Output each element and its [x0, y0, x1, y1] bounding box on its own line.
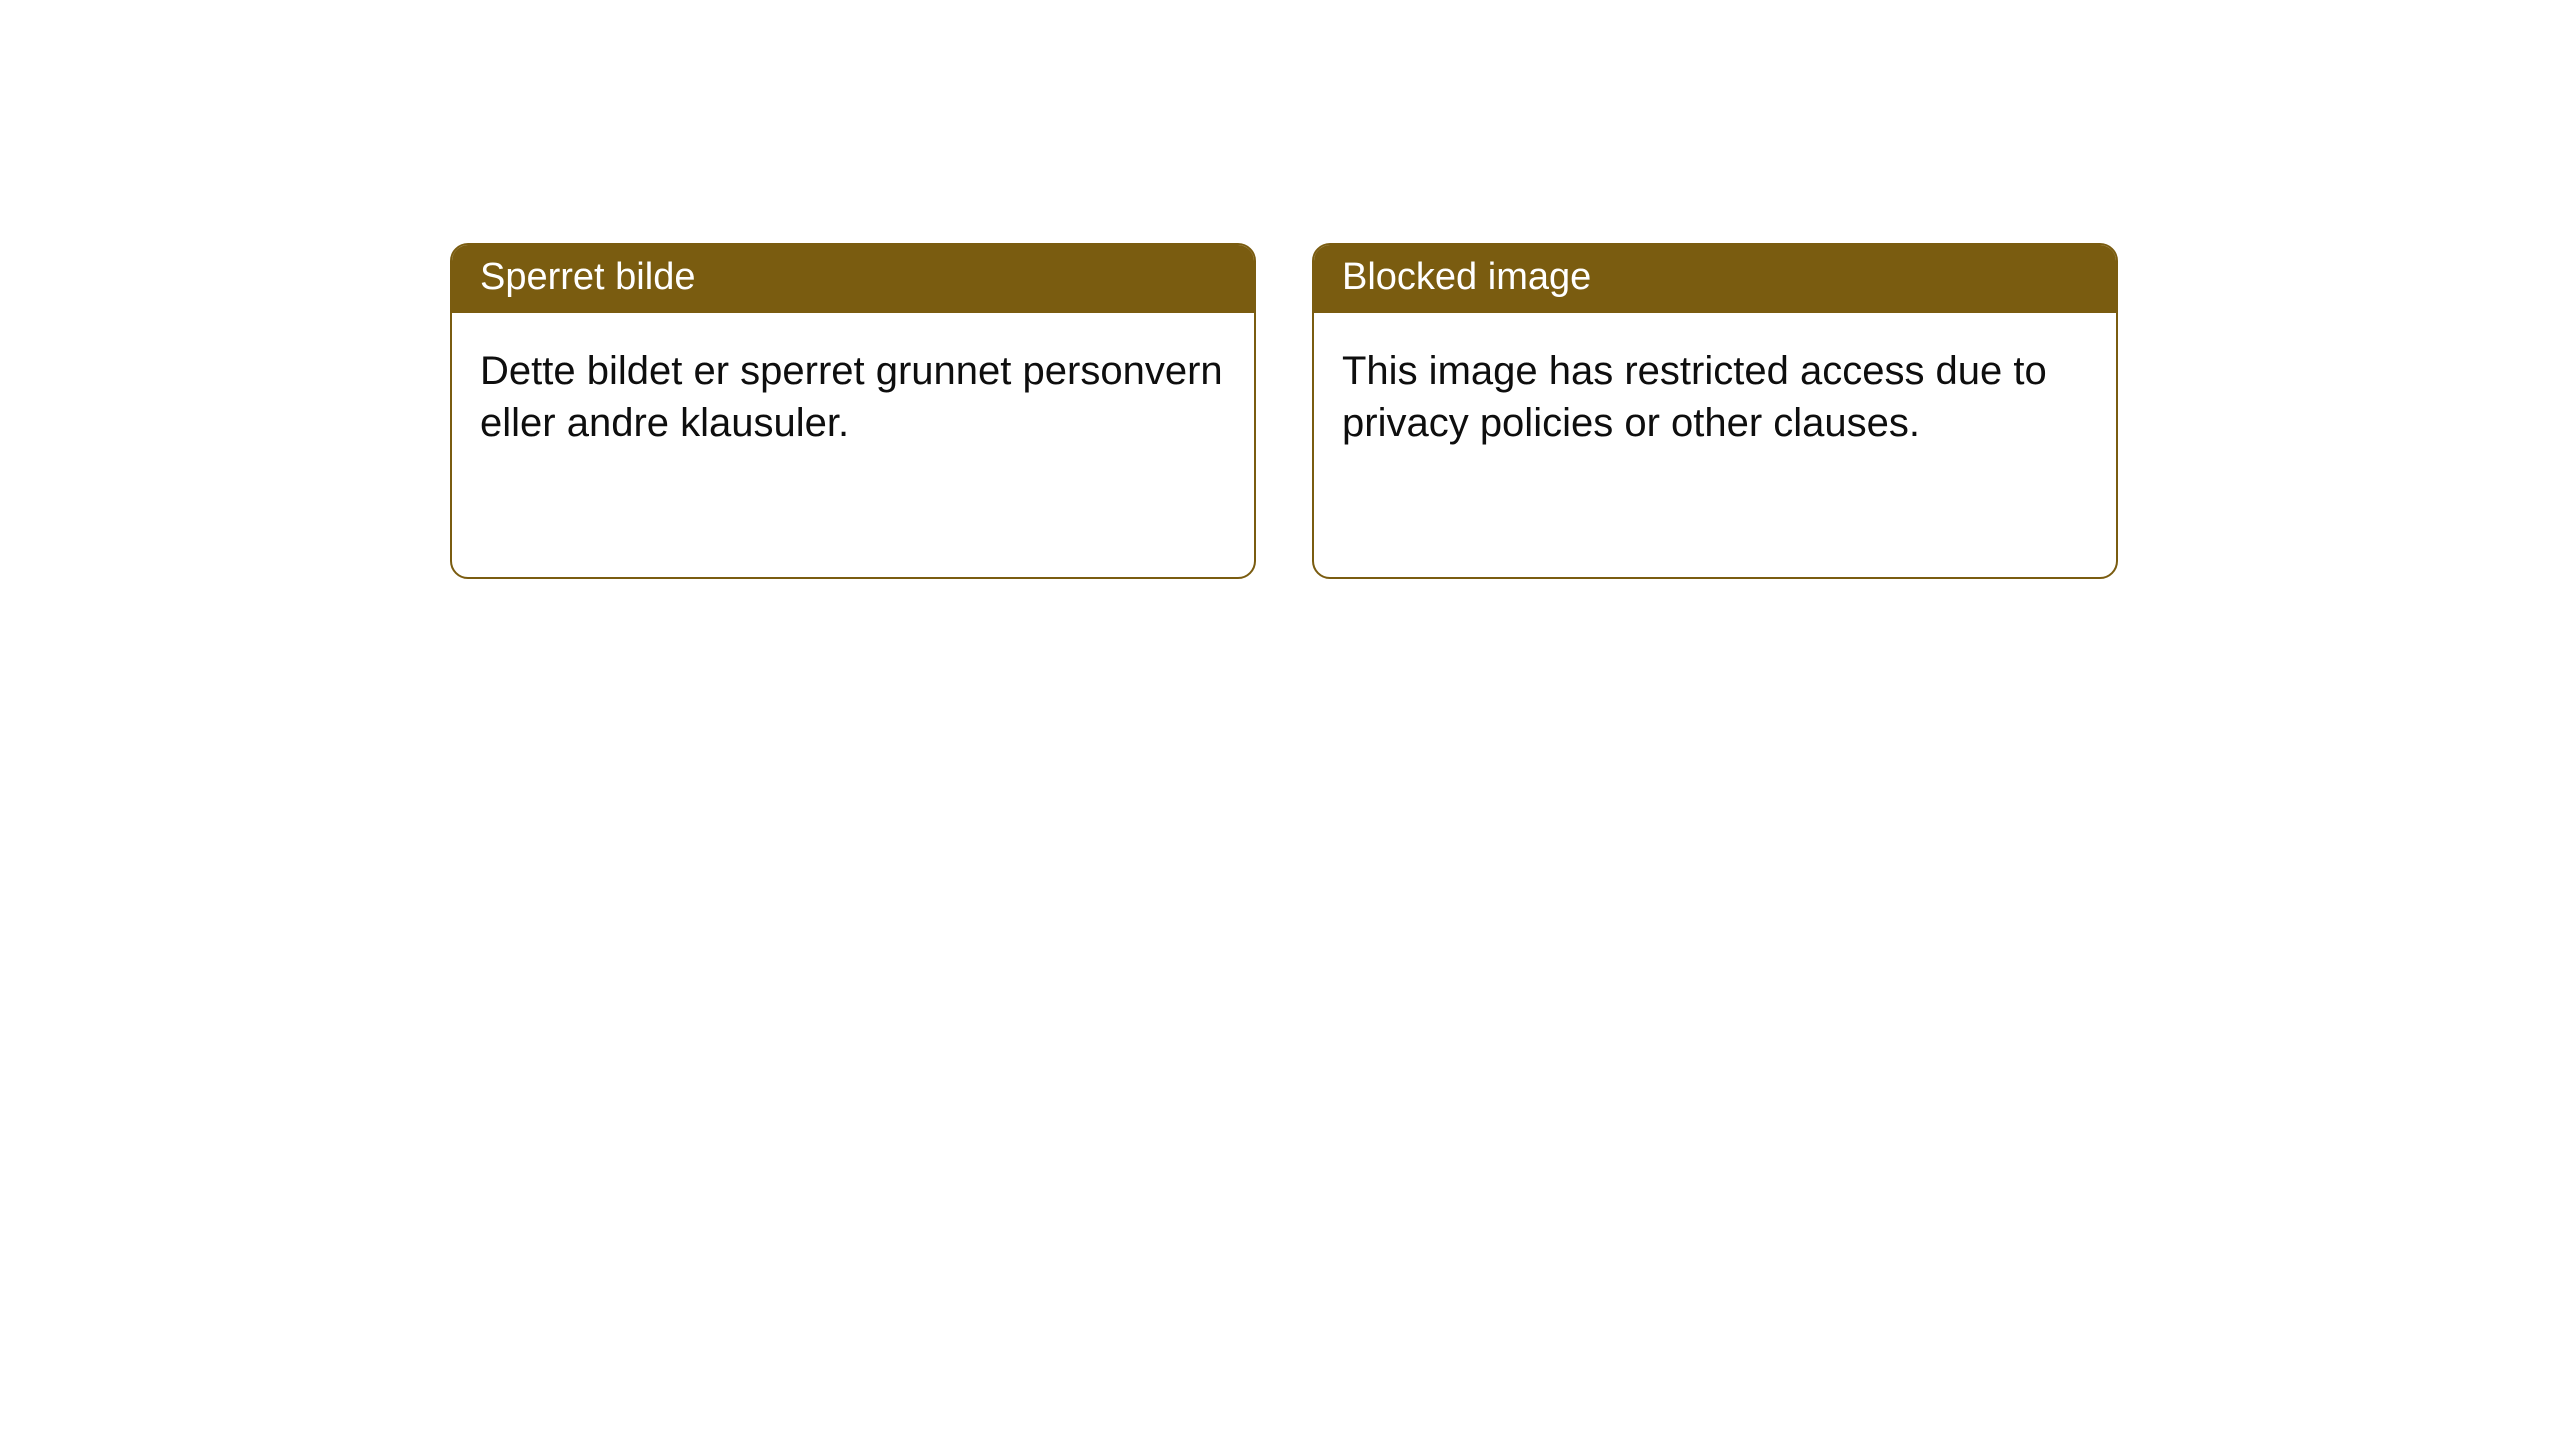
notice-body: Dette bildet er sperret grunnet personve…	[452, 313, 1254, 481]
notice-body: This image has restricted access due to …	[1314, 313, 2116, 481]
notice-card-norwegian: Sperret bilde Dette bildet er sperret gr…	[450, 243, 1256, 579]
notice-container: Sperret bilde Dette bildet er sperret gr…	[0, 0, 2560, 579]
notice-title: Sperret bilde	[452, 245, 1254, 313]
notice-card-english: Blocked image This image has restricted …	[1312, 243, 2118, 579]
notice-title: Blocked image	[1314, 245, 2116, 313]
